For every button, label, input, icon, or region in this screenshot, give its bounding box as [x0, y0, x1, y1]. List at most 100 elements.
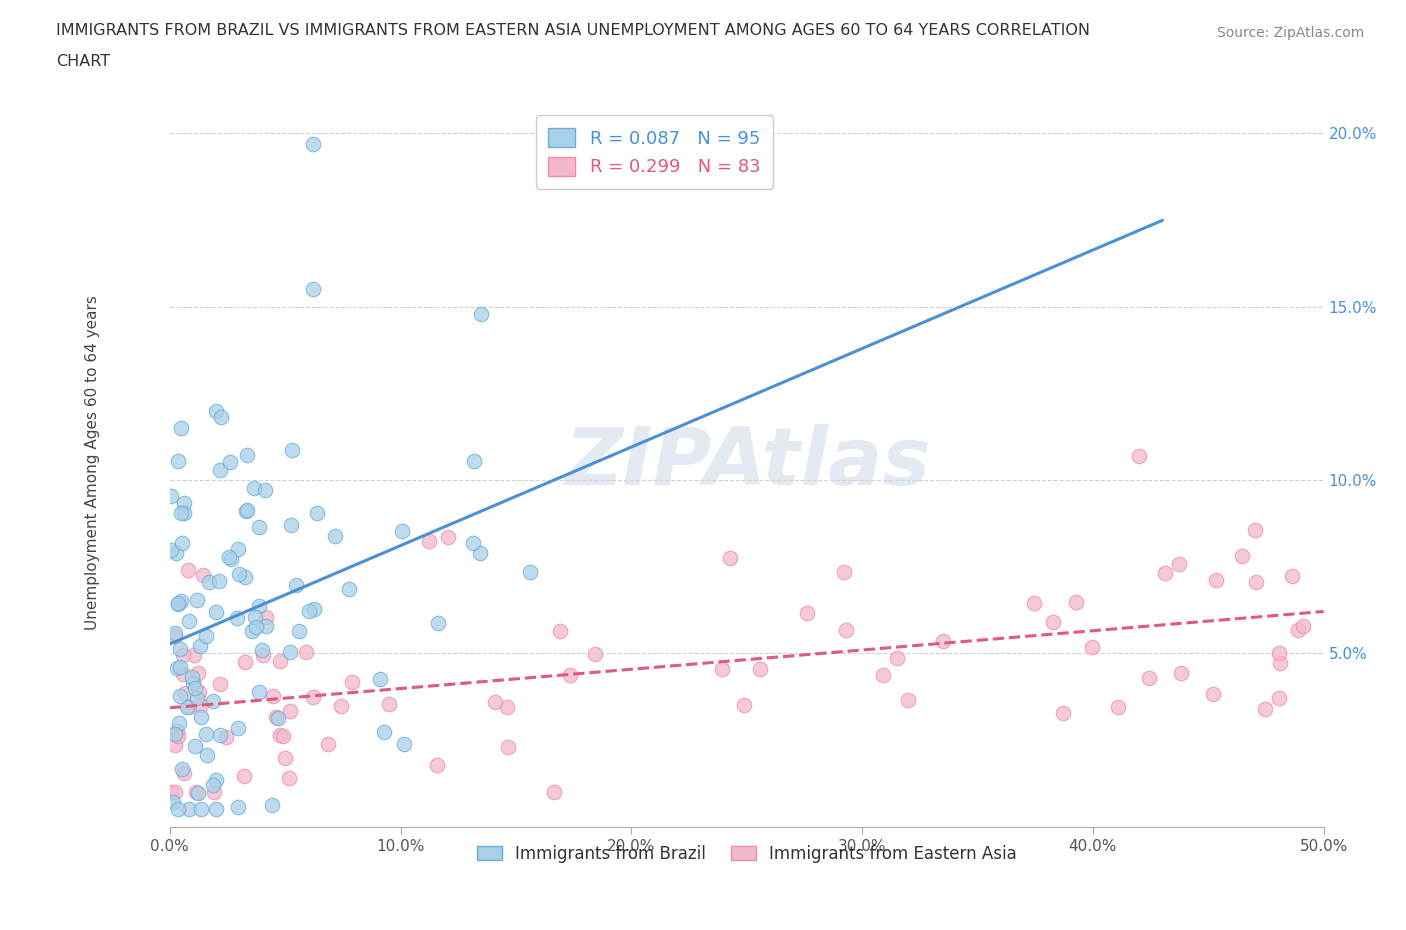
Point	[186, 691, 208, 706]
Point	[209, 410, 232, 425]
Point	[1268, 645, 1291, 660]
Point	[218, 455, 240, 470]
Point	[190, 710, 212, 724]
Point	[254, 610, 277, 625]
Point	[198, 575, 221, 590]
Point	[264, 710, 287, 724]
Point	[215, 729, 238, 744]
Point	[165, 726, 187, 741]
Point	[208, 573, 231, 588]
Point	[187, 684, 209, 699]
Point	[1254, 701, 1277, 716]
Point	[170, 761, 193, 776]
Point	[165, 628, 187, 643]
Point	[368, 672, 391, 687]
Point	[461, 536, 484, 551]
Point	[560, 668, 582, 683]
Point	[316, 737, 339, 751]
Point	[548, 624, 571, 639]
Point	[1267, 691, 1289, 706]
Point	[252, 643, 274, 658]
Point	[183, 738, 205, 753]
Point	[209, 677, 232, 692]
Point	[278, 644, 301, 659]
Legend: Immigrants from Brazil, Immigrants from Eastern Asia: Immigrants from Brazil, Immigrants from …	[470, 838, 1024, 870]
Point	[167, 454, 190, 469]
Point	[201, 777, 224, 792]
Point	[235, 504, 257, 519]
Point	[195, 748, 218, 763]
Point	[274, 751, 297, 765]
Point	[378, 697, 401, 711]
Point	[1170, 666, 1192, 681]
Point	[160, 542, 183, 557]
Point	[323, 528, 346, 543]
Point	[519, 565, 541, 579]
Point	[302, 602, 325, 617]
Point	[166, 802, 188, 817]
Point	[169, 642, 191, 657]
Point	[173, 765, 195, 780]
Point	[167, 715, 190, 730]
Point	[426, 757, 449, 772]
Point	[718, 551, 741, 565]
Point	[247, 520, 270, 535]
Point	[236, 503, 259, 518]
Point	[247, 684, 270, 699]
Point	[201, 694, 224, 709]
Point	[181, 670, 204, 684]
Point	[162, 794, 184, 809]
Text: Source: ZipAtlas.com: Source: ZipAtlas.com	[1216, 26, 1364, 40]
Point	[163, 785, 186, 800]
Point	[1201, 686, 1223, 701]
Point	[543, 785, 565, 800]
Point	[205, 404, 228, 418]
Point	[160, 489, 183, 504]
Point	[262, 688, 284, 703]
Point	[166, 724, 188, 738]
Point	[226, 611, 249, 626]
Point	[470, 306, 492, 321]
Point	[184, 785, 207, 800]
Y-axis label: Unemployment Among Ages 60 to 64 years: Unemployment Among Ages 60 to 64 years	[86, 295, 100, 631]
Point	[835, 623, 858, 638]
Point	[1244, 523, 1267, 538]
Point	[245, 609, 267, 624]
Point	[183, 647, 205, 662]
Point	[496, 739, 519, 754]
Point	[254, 618, 277, 633]
Point	[1244, 575, 1267, 590]
Point	[1281, 569, 1303, 584]
Point	[232, 769, 254, 784]
Point	[219, 551, 242, 566]
Point	[1107, 699, 1129, 714]
Point	[159, 785, 181, 800]
Point	[392, 737, 415, 751]
Point	[205, 604, 228, 619]
Point	[226, 721, 249, 736]
Point	[281, 443, 304, 458]
Point	[186, 593, 208, 608]
Text: ZIPAtlas: ZIPAtlas	[564, 424, 929, 501]
Point	[191, 568, 214, 583]
Point	[183, 680, 205, 695]
Point	[337, 581, 360, 596]
Point	[177, 802, 200, 817]
Point	[271, 728, 294, 743]
Point	[195, 629, 218, 644]
Point	[269, 728, 291, 743]
Point	[280, 518, 302, 533]
Point	[796, 605, 818, 620]
Point	[172, 648, 194, 663]
Point	[329, 698, 352, 713]
Point	[373, 724, 395, 739]
Point	[1167, 556, 1189, 571]
Point	[1153, 565, 1175, 580]
Point	[240, 623, 263, 638]
Point	[932, 633, 955, 648]
Point	[209, 463, 232, 478]
Point	[1042, 614, 1064, 629]
Point	[278, 703, 301, 718]
Point	[496, 699, 519, 714]
Point	[170, 593, 193, 608]
